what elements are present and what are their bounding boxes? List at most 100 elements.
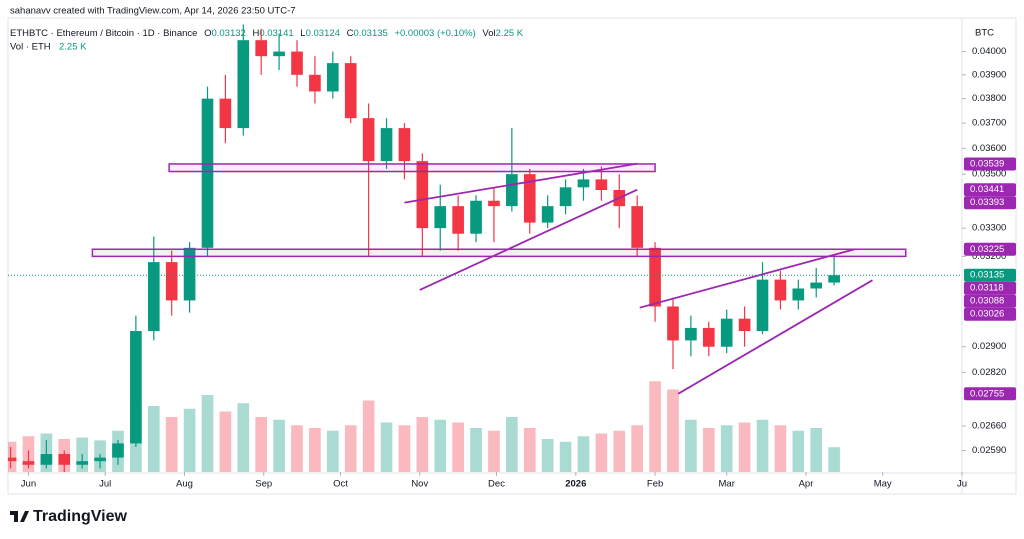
candle-body (738, 318, 751, 332)
volume-bar (273, 419, 285, 472)
trend-line (677, 279, 873, 395)
vol-title: Vol · ETH (10, 42, 51, 53)
credit: sahanavv created with TradingView.com, A… (10, 6, 296, 17)
candle-body (344, 63, 357, 119)
trend-line (419, 188, 638, 291)
candle-body (165, 262, 178, 301)
price-label: 0.03393 (970, 197, 1004, 208)
candle-body (255, 40, 268, 57)
candle-body (595, 179, 608, 191)
candle-body (58, 454, 71, 465)
candle-body (541, 206, 554, 223)
volume-bar (201, 395, 214, 472)
trend-line (639, 248, 855, 309)
volume-bar (309, 428, 321, 472)
volume-bar (577, 436, 590, 472)
brand: TradingView (33, 508, 128, 525)
close: 0.03135 (353, 28, 387, 39)
vol-label: Vol (482, 28, 495, 39)
h-label: H (252, 28, 259, 39)
price-label-box (964, 268, 1016, 282)
candle-body (756, 279, 769, 332)
candle-body (237, 40, 250, 129)
volume-bar (595, 433, 608, 472)
candle-body (523, 174, 536, 223)
x-tick-label: Ju (957, 479, 967, 490)
candle-body (309, 74, 321, 92)
volume-bar (452, 422, 464, 472)
candle-body (792, 288, 805, 301)
price-label-box (964, 157, 1016, 171)
price-label: 0.03118 (970, 283, 1004, 294)
y-tick-label: 0.03200 (972, 251, 1006, 262)
candle-body (76, 461, 88, 465)
price-label-box (964, 307, 1016, 321)
volume-bar (667, 389, 679, 472)
candle-body (219, 98, 232, 129)
price-label: 0.03135 (970, 270, 1004, 281)
y-tick-label: 0.03500 (972, 169, 1006, 180)
frame (7, 17, 1017, 495)
legend: ETHBTC · Ethereum / Bitcoin · 1D · Binan… (10, 28, 524, 39)
volume-bar (559, 441, 572, 472)
x-tick-label: Aug (176, 479, 193, 490)
trend-line (404, 162, 638, 204)
candle-body (649, 247, 661, 307)
logo: TradingView (10, 508, 128, 525)
candle-body (22, 461, 35, 465)
candle-body (810, 282, 823, 289)
symbol: ETHBTC · Ethereum / Bitcoin · 1D · Binan… (10, 28, 197, 39)
candle-body (488, 200, 500, 207)
price-label: 0.03225 (970, 244, 1004, 255)
x-tick-label: Nov (411, 479, 428, 490)
candle-body (452, 206, 464, 234)
price-label: 0.02755 (970, 388, 1004, 399)
volume-bar (720, 425, 733, 472)
volume-bar (416, 417, 429, 472)
y-tick-label: 0.03900 (972, 69, 1006, 80)
candle-body (559, 187, 572, 207)
candle-body (380, 128, 393, 162)
price-label-box (964, 281, 1016, 295)
volume-bar (147, 406, 160, 472)
price-label-box (964, 196, 1016, 210)
price-label: 0.03088 (970, 296, 1004, 307)
y-tick-label: 0.02660 (972, 421, 1006, 432)
x-tick-label: Apr (799, 479, 814, 490)
y-tick-label: 0.03800 (972, 93, 1006, 104)
candle-body (577, 179, 590, 188)
candle-body (416, 161, 429, 229)
l-label: L (300, 28, 305, 39)
o-label: O (204, 28, 211, 39)
volume-bar (255, 417, 268, 472)
candle-body (702, 327, 715, 347)
volume-bar (828, 447, 840, 472)
volume-bar (774, 425, 787, 472)
volume-bar (631, 425, 643, 472)
candle-body (398, 128, 411, 162)
change: +0.00003 (+0.10%) (394, 28, 475, 39)
volume-bar (398, 425, 411, 472)
candle-body (362, 118, 375, 162)
x-tick-label: Sep (255, 479, 272, 490)
y-tick-label: 0.03300 (972, 223, 1006, 234)
volume-bar (183, 408, 196, 472)
candle-body (8, 457, 17, 462)
candle-body (774, 279, 787, 301)
volume-bar (165, 417, 178, 472)
volume-bar (380, 422, 393, 472)
x-tick-label: May (874, 479, 892, 490)
candle-body (828, 275, 840, 283)
y-tick-label: 0.02590 (972, 445, 1006, 456)
candle-body (720, 318, 733, 347)
candle-body (631, 206, 643, 248)
candle-body (291, 51, 303, 75)
logo-mark (10, 511, 29, 522)
header: sahanavv created with TradingView.com, A… (10, 6, 994, 53)
y-tick-label: 0.02900 (972, 341, 1006, 352)
volume-bar (738, 422, 751, 472)
candle-body (130, 331, 142, 444)
price-label: 0.03539 (970, 158, 1004, 169)
volume-bar (792, 430, 805, 472)
vol-value: 2.25 K (59, 42, 87, 53)
